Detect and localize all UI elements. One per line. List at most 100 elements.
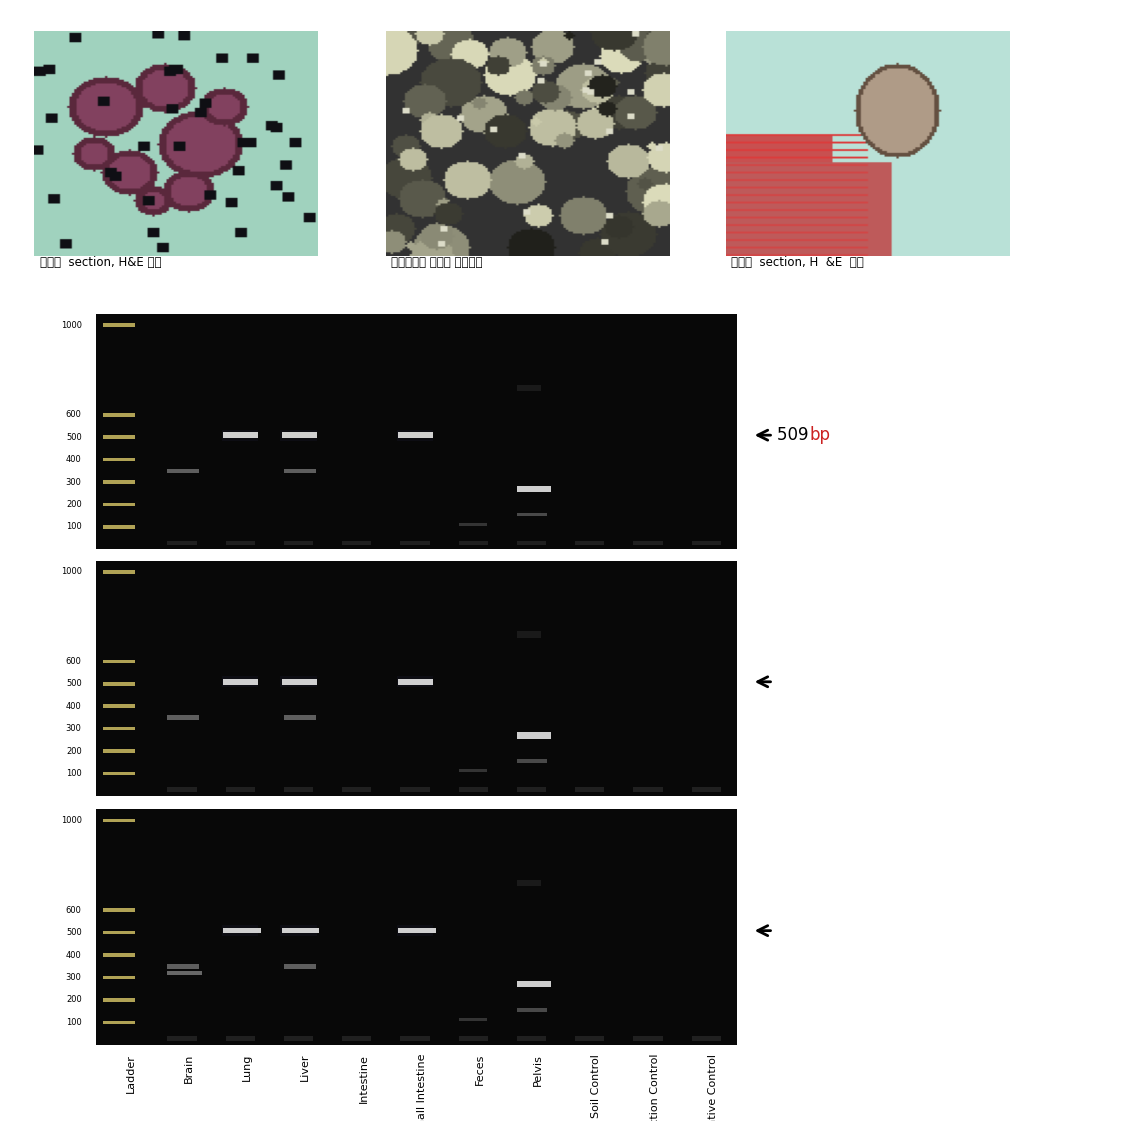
Text: Blank Extraction Control: Blank Extraction Control — [650, 1054, 660, 1121]
Text: 400: 400 — [66, 455, 82, 464]
Bar — [103, 998, 135, 1002]
Bar — [517, 631, 541, 638]
Text: 200: 200 — [66, 500, 82, 509]
Text: 1000: 1000 — [60, 321, 82, 330]
Bar — [397, 676, 433, 687]
Bar — [342, 540, 371, 546]
Bar — [284, 964, 316, 969]
Bar — [223, 928, 261, 934]
Text: 간조직에서 발견된 폐흡충란: 간조직에서 발견된 폐흡충란 — [391, 256, 483, 269]
Bar — [281, 433, 316, 438]
Bar — [575, 787, 604, 793]
Text: Ladder: Ladder — [126, 1054, 136, 1093]
Text: 300: 300 — [66, 478, 82, 487]
Bar — [284, 1036, 313, 1041]
Bar — [103, 413, 135, 417]
Bar — [280, 429, 316, 441]
Bar — [168, 787, 196, 793]
Bar — [342, 1036, 371, 1041]
Bar — [634, 540, 662, 546]
Bar — [226, 787, 255, 793]
Bar — [397, 429, 433, 441]
Bar — [103, 659, 135, 664]
Text: 1000: 1000 — [60, 567, 82, 576]
Bar — [103, 953, 135, 957]
Bar — [517, 732, 551, 739]
Bar — [397, 925, 433, 936]
Bar — [284, 469, 316, 473]
Bar — [103, 908, 135, 912]
Bar — [692, 540, 721, 546]
Bar — [458, 540, 488, 546]
Bar — [168, 469, 200, 473]
Bar — [103, 502, 135, 507]
Text: 600: 600 — [66, 906, 82, 915]
Bar — [342, 787, 371, 793]
Bar — [517, 759, 548, 763]
Text: bp: bp — [810, 426, 831, 444]
Bar — [692, 1036, 721, 1041]
Bar — [634, 1036, 662, 1041]
Bar — [103, 704, 135, 708]
Bar — [103, 457, 135, 462]
Bar — [103, 726, 135, 731]
Text: 100: 100 — [66, 522, 82, 531]
Bar — [400, 540, 430, 546]
Bar — [458, 787, 488, 793]
Bar — [517, 880, 541, 887]
Bar — [575, 1036, 604, 1041]
Bar — [284, 715, 316, 720]
Bar — [103, 749, 135, 753]
Bar — [634, 787, 662, 793]
Bar — [222, 925, 259, 936]
Text: 600: 600 — [66, 410, 82, 419]
Bar — [398, 679, 433, 685]
Bar — [517, 540, 547, 546]
Bar — [168, 1036, 196, 1041]
Bar — [223, 679, 259, 685]
Text: Intestine: Intestine — [358, 1054, 369, 1103]
Text: 300: 300 — [66, 973, 82, 982]
Bar — [517, 1036, 547, 1041]
Bar — [400, 1036, 430, 1041]
Bar — [284, 787, 313, 793]
Text: 500: 500 — [66, 433, 82, 442]
Bar — [400, 787, 430, 793]
Text: Brain: Brain — [184, 1054, 194, 1083]
Bar — [103, 480, 135, 484]
Bar — [103, 682, 135, 686]
Bar — [575, 540, 604, 546]
Text: Negative Control: Negative Control — [708, 1054, 718, 1121]
Bar — [103, 975, 135, 980]
Bar — [103, 569, 135, 574]
Bar — [517, 981, 551, 988]
Bar — [281, 679, 316, 685]
Bar — [517, 512, 548, 517]
Text: 500: 500 — [66, 928, 82, 937]
Text: Lung: Lung — [242, 1054, 252, 1081]
Text: 1000: 1000 — [60, 816, 82, 825]
Text: 400: 400 — [66, 951, 82, 960]
Bar — [226, 1036, 255, 1041]
Bar — [692, 787, 721, 793]
Text: 100: 100 — [66, 1018, 82, 1027]
Text: Soil Control: Soil Control — [592, 1054, 601, 1118]
Bar — [168, 971, 202, 975]
Text: 400: 400 — [66, 702, 82, 711]
Bar — [458, 769, 486, 772]
Bar — [458, 1036, 488, 1041]
Bar — [398, 433, 433, 438]
Bar — [517, 385, 541, 391]
Text: 500: 500 — [66, 679, 82, 688]
Bar — [103, 435, 135, 439]
Bar — [517, 485, 551, 492]
Bar — [226, 540, 255, 546]
Text: 300: 300 — [66, 724, 82, 733]
Bar — [222, 429, 259, 441]
Bar — [103, 323, 135, 327]
Bar — [222, 676, 259, 687]
Text: 폐조직  section, H&E 염색: 폐조직 section, H&E 염색 — [40, 256, 161, 269]
Text: Feces: Feces — [475, 1054, 485, 1085]
Bar — [280, 925, 316, 936]
Bar — [103, 930, 135, 935]
